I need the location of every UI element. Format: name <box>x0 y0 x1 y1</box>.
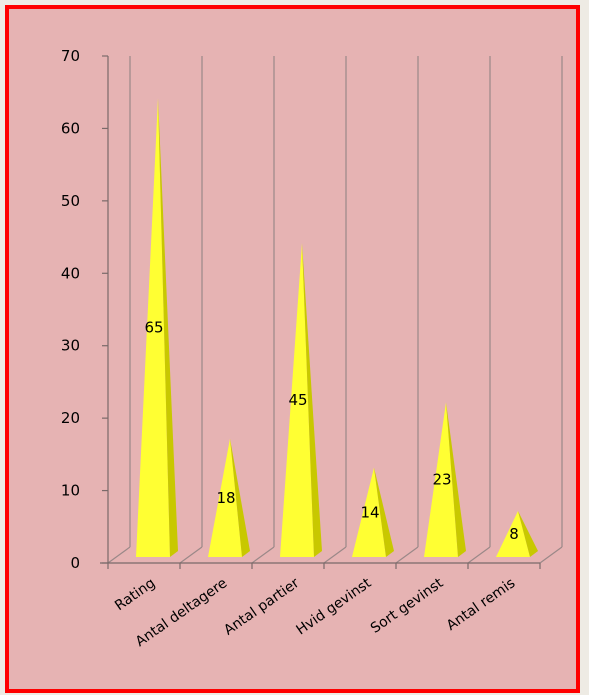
y-tick-label: 60 <box>61 119 80 137</box>
pyramid-bar <box>496 511 530 557</box>
pyramid-bar-shade <box>158 98 178 557</box>
chart-back-wall <box>107 56 563 564</box>
data-label: 14 <box>360 503 379 521</box>
category-label: Sort gevinst <box>368 575 447 637</box>
bars <box>136 98 538 558</box>
pyramid-bar-shade <box>302 243 322 558</box>
pyramid-bar-shade <box>518 511 538 557</box>
category-label: Hvid gevinst <box>294 575 375 639</box>
pyramid-bar <box>352 467 386 557</box>
data-label: 65 <box>144 319 163 337</box>
pyramid-bar-shade <box>446 402 466 557</box>
y-tick-label: 0 <box>70 554 80 572</box>
pyramid-bar <box>424 402 458 557</box>
pyramid-bar <box>208 438 242 557</box>
data-label: 23 <box>432 471 451 489</box>
y-tick-label: 70 <box>61 47 80 65</box>
y-tick-label: 20 <box>61 409 80 427</box>
pyramid-bar <box>136 98 170 557</box>
data-label: 8 <box>509 525 519 543</box>
floor-edge <box>323 546 347 564</box>
floor-edge <box>179 546 203 564</box>
y-tick-label: 10 <box>61 482 80 500</box>
category-label: Antal partier <box>221 575 302 639</box>
floor-edge <box>107 546 131 564</box>
data-label: 18 <box>216 489 235 507</box>
pyramid-bar <box>280 243 314 558</box>
floor-edge <box>467 546 491 564</box>
pyramid-bar-shade <box>230 438 250 557</box>
floor-edge <box>395 546 419 564</box>
category-label: Antal remis <box>444 575 519 634</box>
y-tick-label: 40 <box>61 264 80 282</box>
category-label: Rating <box>112 575 158 614</box>
data-label: 45 <box>288 391 307 409</box>
floor-edge <box>539 546 563 564</box>
data-labels: 65 18 45 14 23 8 <box>144 319 518 543</box>
pyramid-bar-shade <box>374 467 394 557</box>
y-axis: 0 10 20 30 40 50 60 70 <box>61 47 109 572</box>
y-tick-label: 50 <box>61 192 80 210</box>
chart-area <box>5 5 580 693</box>
y-tick-label: 30 <box>61 337 80 355</box>
floor-edge <box>251 546 275 564</box>
